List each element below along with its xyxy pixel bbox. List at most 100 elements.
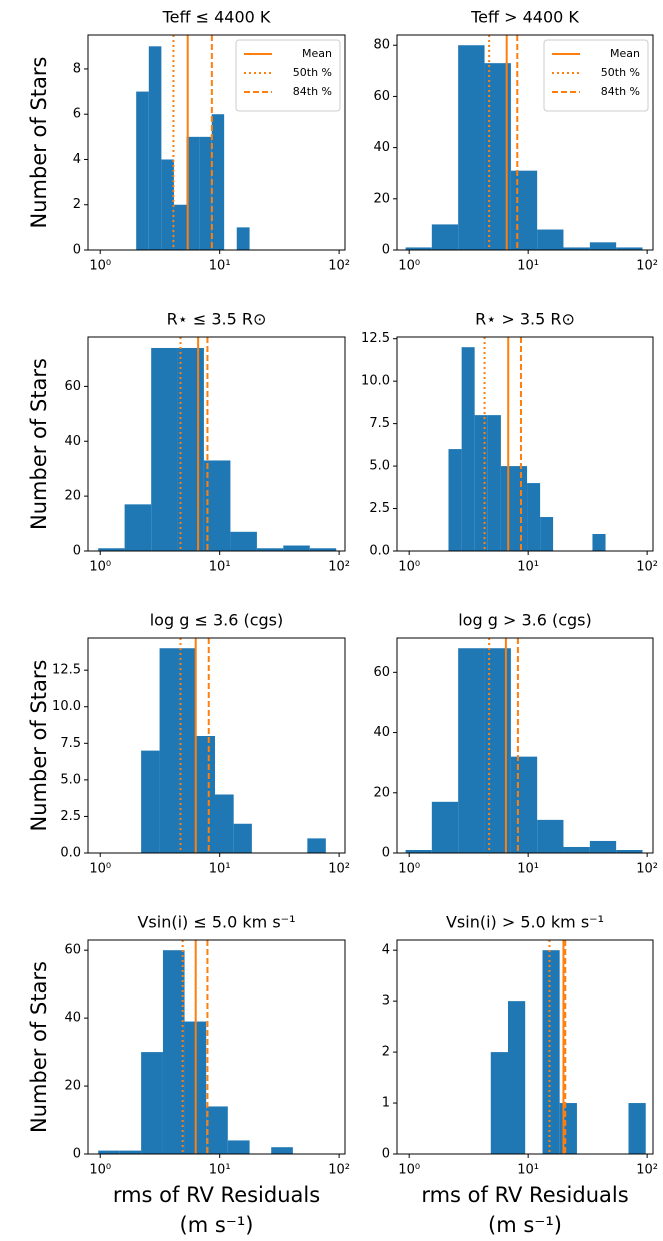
y-tick-label: 20 [64, 1079, 81, 1094]
x-tick-label: 10¹ [209, 1163, 231, 1178]
bar [161, 159, 174, 250]
x-tick-label: 10² [328, 259, 350, 274]
y-tick-label: 7.5 [60, 736, 81, 751]
y-tick-label: 2.5 [369, 501, 390, 516]
panel-title: log g ≤ 3.6 (cgs) [150, 611, 284, 630]
bar [448, 449, 462, 551]
x-tick-label: 10⁰ [89, 560, 111, 575]
x-tick-label: 10⁰ [398, 560, 420, 575]
bar [98, 1150, 120, 1154]
y-tick-label: 20 [373, 191, 390, 206]
bar [177, 347, 204, 551]
x-tick-label: 10¹ [209, 560, 231, 575]
bar [119, 1150, 142, 1154]
y-tick-label: 0.0 [60, 846, 81, 861]
panel-title: Teff ≤ 4400 K [162, 8, 271, 27]
y-tick-label: 0 [73, 544, 81, 559]
bar [215, 794, 234, 853]
x-tick-label: 10⁰ [398, 259, 420, 274]
y-tick-label: 8 [73, 61, 81, 76]
bar [151, 347, 178, 551]
bar [136, 91, 149, 250]
x-axis-label: rms of RV Residuals [113, 1183, 320, 1207]
x-tick-label: 10¹ [517, 862, 539, 877]
bar [589, 840, 617, 853]
bar [199, 136, 212, 250]
y-tick-label: 6 [73, 107, 81, 122]
plot-frame [87, 637, 346, 854]
bar [431, 224, 459, 250]
bar [227, 1140, 250, 1154]
bar [537, 819, 564, 853]
bar [159, 648, 179, 853]
bar [230, 531, 257, 551]
legend-frame [235, 39, 341, 112]
plot-frame [87, 336, 346, 552]
bar [527, 483, 541, 551]
plot-frame [396, 34, 654, 251]
legend-label: Mean [610, 47, 640, 60]
bar [283, 545, 310, 551]
y-tick-label: 60 [64, 943, 81, 958]
x-tick-label: 10¹ [517, 560, 539, 575]
legend-frame [543, 39, 649, 112]
y-tick-label: 0 [73, 1147, 81, 1162]
x-tick-label: 10⁰ [89, 862, 111, 877]
x-axis-label: (m s⁻¹) [488, 1213, 562, 1237]
x-tick-label: 10⁰ [89, 259, 111, 274]
bar [173, 204, 187, 250]
x-axis-label: rms of RV Residuals [421, 1183, 628, 1207]
bar [563, 247, 590, 250]
y-tick-label: 0 [382, 846, 390, 861]
bar [628, 1103, 646, 1154]
bar [148, 46, 162, 250]
bar [537, 229, 564, 250]
bar [431, 801, 459, 853]
x-tick-label: 10² [328, 862, 350, 877]
panel-title: Teff > 4400 K [470, 8, 579, 27]
y-tick-label: 80 [373, 38, 390, 53]
bar [141, 750, 160, 853]
bar [589, 242, 617, 250]
panel-title: Vsin(i) ≤ 5.0 km s⁻¹ [137, 913, 295, 932]
bar [559, 1103, 577, 1154]
bar [458, 648, 485, 853]
y-tick-label: 12.5 [52, 663, 81, 678]
x-tick-label: 10² [636, 1163, 658, 1178]
x-axis-label: (m s⁻¹) [180, 1213, 254, 1237]
y-tick-label: 1 [382, 1096, 390, 1111]
legend-label: 50th % [293, 66, 332, 79]
plot-frame [87, 34, 346, 251]
x-tick-label: 10² [636, 862, 658, 877]
legend-label: 50th % [601, 66, 640, 79]
y-tick-label: 0 [73, 243, 81, 258]
x-tick-label: 10⁰ [89, 1163, 111, 1178]
y-axis-label: Number of Stars [27, 358, 51, 530]
bar [233, 823, 252, 853]
y-tick-label: 2 [382, 1045, 390, 1060]
y-tick-label: 40 [64, 434, 81, 449]
y-tick-label: 60 [373, 665, 390, 680]
y-tick-label: 10.0 [52, 699, 81, 714]
x-tick-label: 10¹ [517, 259, 539, 274]
y-tick-label: 60 [64, 379, 81, 394]
bar [309, 548, 337, 551]
bar [458, 45, 485, 250]
y-tick-label: 4 [73, 152, 81, 167]
y-axis-label: Number of Stars [27, 660, 51, 832]
y-tick-label: 0 [382, 1147, 390, 1162]
bar [98, 548, 125, 551]
bar [563, 846, 590, 853]
x-tick-label: 10² [328, 560, 350, 575]
y-tick-label: 5.0 [369, 459, 390, 474]
y-tick-label: 3 [382, 994, 390, 1009]
bar [510, 756, 538, 853]
x-tick-label: 10⁰ [398, 862, 420, 877]
bar [461, 347, 475, 551]
panel-title: R⋆ ≤ 3.5 R⊙ [167, 310, 267, 329]
bar [211, 114, 225, 250]
bar [474, 415, 488, 551]
bar [186, 136, 200, 250]
bar [256, 548, 284, 551]
plot-frame [396, 939, 654, 1155]
